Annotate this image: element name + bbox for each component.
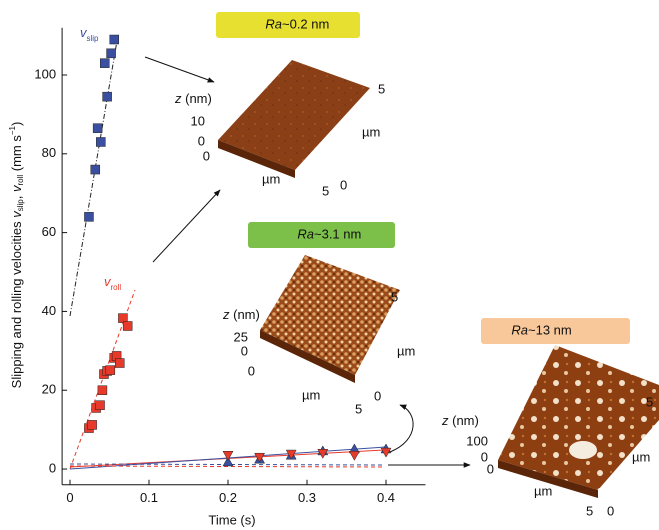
series-label: vslip — [80, 25, 99, 43]
point — [84, 212, 93, 221]
ra-symbol: Ra — [265, 16, 282, 31]
x-tick-label: 0.4 — [377, 490, 395, 505]
x-tick-label: 0.3 — [298, 490, 316, 505]
y-label: µm — [632, 449, 650, 464]
y-tick-label: 20 — [42, 382, 56, 397]
y-tick: 5 — [378, 81, 385, 96]
z-label: z (nm) — [222, 307, 260, 322]
x-tick-label: 0.1 — [140, 490, 158, 505]
ra-symbol: Ra — [511, 322, 528, 337]
y-label: µm — [397, 343, 415, 358]
point — [96, 401, 105, 410]
z-tick: 10 — [191, 113, 205, 128]
z-tick: 0 — [241, 343, 248, 358]
y-axis-label: Slipping and rolling velocities vslip, v… — [8, 122, 25, 389]
x-tick-label: 0.2 — [219, 490, 237, 505]
point — [100, 59, 109, 68]
point — [98, 386, 107, 395]
point — [93, 124, 102, 133]
y-tick-label: 0 — [49, 460, 56, 475]
insets: Ra ~0.2 nm z (nm) 10 0 0 5 µm 0 5 µm Ra … — [145, 12, 659, 518]
x-tick-label: 0 — [66, 490, 73, 505]
ra-value: ~3.1 nm — [314, 226, 361, 241]
arrow — [390, 405, 413, 452]
z-tick: 0 — [198, 133, 205, 148]
figure: Ra ~0.2 nm z (nm) 10 0 0 5 µm 0 5 µm Ra … — [0, 0, 659, 530]
y-tick-label: 100 — [34, 66, 56, 81]
point — [107, 49, 116, 58]
y-tick-label: 80 — [42, 145, 56, 160]
x-axis-label: Time (s) — [208, 512, 255, 527]
y-tick-label: 60 — [42, 224, 56, 239]
x-label: µm — [534, 483, 552, 498]
point — [349, 451, 359, 460]
x-label: µm — [262, 171, 280, 186]
x-tick: 5 — [322, 183, 329, 198]
point — [106, 366, 115, 375]
afm-feature — [569, 441, 597, 459]
fit-line — [70, 35, 118, 316]
y-tick: 5 — [646, 394, 653, 409]
x-tick: 0 — [203, 148, 210, 163]
x-tick: 5 — [355, 401, 362, 416]
afm-surface — [260, 255, 400, 375]
y-tick: 0 — [374, 388, 381, 403]
ra-value: ~0.2 nm — [282, 16, 329, 31]
y-tick-label: 40 — [42, 303, 56, 318]
point — [103, 92, 112, 101]
z-label: z (nm) — [174, 91, 212, 106]
point — [110, 35, 119, 44]
ra-symbol: Ra — [297, 226, 314, 241]
z-tick: 100 — [466, 433, 488, 448]
point — [115, 359, 124, 368]
x-tick: 5 — [586, 503, 593, 518]
series-label: vroll — [104, 274, 121, 292]
y-tick: 5 — [391, 289, 398, 304]
y-label: µm — [362, 124, 380, 139]
point — [123, 321, 132, 330]
point — [96, 137, 105, 146]
x-label: µm — [302, 387, 320, 402]
point — [91, 165, 100, 174]
y-tick: 0 — [607, 503, 614, 518]
y-tick: 0 — [340, 177, 347, 192]
arrow — [153, 190, 220, 262]
point — [88, 420, 97, 429]
x-tick: 0 — [487, 461, 494, 476]
ra-value: ~13 nm — [528, 322, 572, 337]
arrow — [145, 57, 214, 82]
x-tick: 0 — [248, 363, 255, 378]
z-label: z (nm) — [441, 413, 479, 428]
z-tick: 25 — [234, 329, 248, 344]
